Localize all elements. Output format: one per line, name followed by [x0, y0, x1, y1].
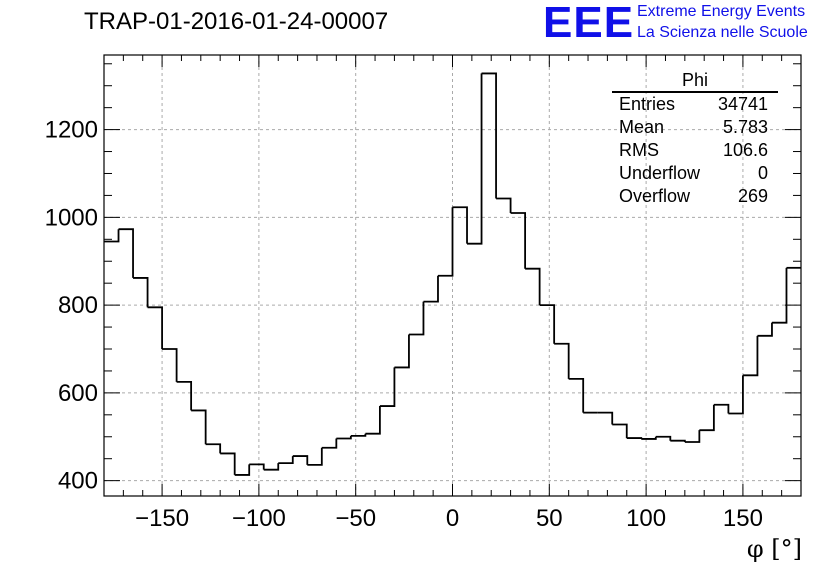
stats-label: Mean: [619, 117, 665, 137]
histogram-bin: [365, 406, 381, 435]
eee-logo-line2: La Scienza nelle Scuole: [637, 24, 808, 41]
histogram-bins: [104, 72, 801, 476]
stats-label: Entries: [619, 94, 676, 114]
y-tick-label: 1200: [45, 117, 98, 144]
histogram-bin: [118, 228, 134, 278]
histogram-bin: [408, 301, 425, 336]
histogram-bin: [307, 447, 323, 466]
stats-row-entries: Entries 34741: [612, 93, 778, 116]
stats-label: Underflow: [619, 163, 701, 183]
stats-box: Phi Entries 34741 Mean 5.783 RMS 106.6 U…: [612, 69, 778, 208]
histogram-bin: [278, 456, 294, 464]
histogram-bin: [263, 463, 280, 471]
histogram-bin: [191, 409, 207, 445]
y-tick-label: 600: [58, 380, 98, 407]
histogram-bin: [699, 404, 715, 432]
stats-value: 5.783: [722, 117, 768, 137]
histogram-bin: [728, 375, 744, 415]
axis-ticks: [103, 55, 802, 496]
histogram-bin: [176, 381, 193, 411]
histogram-bin: [437, 207, 454, 277]
x-tick-label: 100: [626, 505, 666, 532]
histogram-bin: [350, 433, 367, 437]
stats-value: 106.6: [722, 140, 768, 160]
histogram-bin: [336, 435, 352, 440]
x-tick-label: −100: [232, 505, 286, 532]
histogram-bin: [641, 436, 657, 440]
histogram-bin: [684, 430, 701, 443]
eee-logo: EEE: [543, 0, 635, 47]
histogram-bin: [205, 443, 222, 454]
chart-title: TRAP-01-2016-01-24-00007: [84, 8, 389, 35]
histogram-bin: [452, 206, 468, 244]
histogram-bin: [234, 464, 251, 476]
x-axis-label: φ [°]: [746, 535, 802, 563]
histogram-bin: [612, 423, 628, 439]
histogram-bin: [554, 342, 570, 379]
histogram-bin: [626, 437, 643, 439]
x-tick-label: −50: [335, 505, 376, 532]
stats-header: Phi: [612, 69, 778, 93]
histogram-bin: [133, 277, 149, 308]
histogram-bin: [597, 411, 614, 425]
x-tick-label: 50: [536, 505, 563, 532]
stats-value: 0: [757, 163, 768, 183]
histogram-bin: [713, 403, 730, 414]
histogram-bin: [162, 348, 178, 382]
x-tick-label: 150: [723, 505, 763, 532]
stats-row-overflow: Overflow 269: [612, 185, 778, 208]
y-tick-label: 400: [58, 468, 98, 495]
histogram-bin: [249, 463, 265, 470]
histogram-bin: [147, 306, 163, 349]
histogram-bin: [481, 72, 497, 199]
histogram-bin: [394, 334, 410, 369]
x-tick-label: 0: [446, 505, 459, 532]
stats-row-rms: RMS 106.6: [612, 139, 778, 162]
histogram-bin: [655, 435, 672, 441]
x-tick-label: −150: [135, 505, 189, 532]
stats-value: 269: [737, 186, 768, 206]
eee-logo-line1: Extreme Energy Events: [637, 3, 806, 20]
stats-label: RMS: [619, 140, 659, 160]
y-tick-label: 800: [58, 292, 98, 319]
stats-value: 34741: [717, 94, 768, 114]
histogram-bin: [220, 452, 236, 475]
histogram-bin: [292, 455, 309, 465]
y-tick-label: 1000: [45, 204, 98, 231]
histogram-bin: [496, 197, 512, 213]
y-axis-tick-labels: 400 600 800 1000 1200: [45, 117, 98, 495]
histogram-bin: [510, 212, 527, 269]
histogram-bin: [104, 229, 120, 243]
histogram-bin: [757, 322, 773, 337]
histogram-bin: [321, 438, 338, 449]
stats-row-underflow: Underflow 0: [612, 162, 778, 185]
histogram-bin: [771, 267, 788, 324]
stats-row-mean: Mean 5.783: [612, 116, 778, 139]
histogram-bin: [525, 267, 541, 306]
histogram-bin: [539, 304, 556, 344]
histogram-bin: [568, 377, 585, 413]
histogram-bin: [670, 439, 686, 443]
stats-label: Overflow: [619, 186, 691, 206]
histogram-bin: [467, 73, 483, 245]
grid-lines: [104, 55, 801, 496]
x-axis-tick-labels: −150 −100 −50 0 50 100 150: [135, 505, 763, 532]
histogram-bin: [379, 367, 396, 407]
histogram-bin: [742, 335, 759, 377]
histogram-bin: [423, 275, 439, 303]
